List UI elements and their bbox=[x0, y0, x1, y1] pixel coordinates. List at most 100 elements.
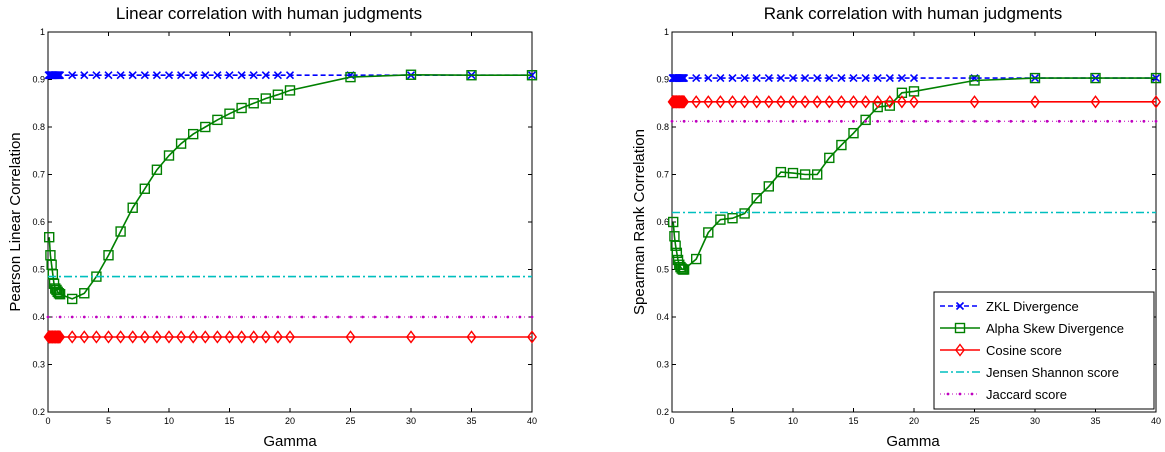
data-point bbox=[791, 119, 795, 123]
data-point bbox=[675, 261, 686, 273]
data-point bbox=[213, 71, 222, 80]
series-alpha-skew-divergence bbox=[668, 72, 1162, 275]
y-tick-label: 0.7 bbox=[656, 170, 669, 180]
data-point bbox=[1154, 119, 1158, 123]
data-point bbox=[187, 128, 199, 140]
marker-stroke bbox=[201, 71, 210, 80]
data-point bbox=[164, 71, 174, 80]
data-point bbox=[260, 93, 271, 104]
data-point bbox=[900, 119, 904, 123]
data-point bbox=[46, 315, 50, 319]
data-point bbox=[151, 330, 162, 344]
data-point bbox=[873, 74, 882, 83]
data-point bbox=[458, 315, 461, 319]
data-point bbox=[143, 315, 147, 319]
data-point bbox=[248, 330, 259, 344]
data-point bbox=[103, 250, 114, 261]
data-point bbox=[751, 95, 762, 109]
data-point bbox=[670, 119, 674, 123]
marker-stroke bbox=[873, 74, 882, 83]
data-point bbox=[1094, 119, 1097, 123]
data-point bbox=[68, 71, 77, 80]
y-tick-label: 0.4 bbox=[656, 312, 669, 322]
data-point bbox=[236, 102, 247, 114]
data-point bbox=[115, 330, 126, 344]
data-point bbox=[272, 330, 283, 344]
data-point bbox=[119, 315, 122, 319]
data-point bbox=[788, 74, 798, 83]
y-tick-label: 0.8 bbox=[656, 122, 669, 132]
data-point bbox=[107, 315, 110, 319]
y-tick-label: 0.2 bbox=[656, 407, 669, 417]
data-point bbox=[188, 330, 199, 344]
data-point bbox=[530, 315, 534, 319]
marker-stroke bbox=[140, 71, 149, 80]
data-point bbox=[52, 286, 63, 298]
data-point bbox=[228, 315, 231, 319]
data-point bbox=[179, 315, 183, 319]
data-point bbox=[151, 164, 163, 175]
data-point bbox=[788, 95, 798, 109]
marker-stroke bbox=[152, 71, 161, 80]
data-point bbox=[70, 315, 74, 319]
marker-stroke bbox=[885, 74, 894, 83]
data-point bbox=[676, 263, 687, 274]
marker-stroke bbox=[273, 71, 282, 80]
data-point bbox=[728, 74, 737, 83]
x-axis-label: Gamma bbox=[263, 433, 317, 450]
data-point bbox=[203, 315, 207, 319]
data-point bbox=[849, 74, 858, 83]
data-point bbox=[494, 315, 498, 319]
legend-item-jensen-shannon-score: Jensen Shannon score bbox=[940, 365, 1119, 380]
data-point bbox=[433, 315, 437, 319]
data-point bbox=[706, 119, 710, 123]
data-point bbox=[752, 74, 761, 83]
data-point bbox=[54, 289, 66, 300]
marker-stroke bbox=[752, 74, 761, 83]
legend-item-alpha-skew-divergence: Alpha Skew Divergence bbox=[940, 321, 1124, 336]
data-point bbox=[803, 119, 807, 123]
chart-title: Linear correlation with human judgments bbox=[116, 4, 422, 23]
data-point bbox=[128, 71, 137, 80]
data-point bbox=[104, 71, 113, 80]
data-point bbox=[167, 315, 171, 319]
data-point bbox=[848, 95, 859, 109]
y-axis-label: Spearman Rank Correlation bbox=[631, 129, 648, 315]
chart-title: Rank correlation with human judgments bbox=[764, 4, 1063, 23]
data-point bbox=[82, 315, 86, 319]
marker-stroke bbox=[237, 71, 246, 80]
data-point bbox=[1151, 95, 1161, 109]
data-point bbox=[924, 119, 928, 123]
data-point bbox=[876, 119, 880, 123]
data-point bbox=[985, 119, 988, 123]
x-tick-label: 40 bbox=[527, 416, 537, 426]
data-point bbox=[813, 74, 822, 83]
data-point bbox=[763, 95, 774, 109]
legend-label: Jaccard score bbox=[986, 387, 1067, 402]
data-point bbox=[225, 71, 234, 80]
data-point bbox=[872, 95, 883, 109]
data-point bbox=[445, 315, 449, 319]
data-point bbox=[703, 95, 714, 109]
data-point bbox=[200, 330, 211, 344]
data-point bbox=[1030, 95, 1040, 109]
data-point bbox=[139, 330, 150, 344]
data-point bbox=[860, 114, 871, 126]
data-point bbox=[526, 70, 538, 81]
data-point bbox=[775, 95, 786, 109]
x-tick-label: 5 bbox=[106, 416, 111, 426]
legend-label: Alpha Skew Divergence bbox=[986, 321, 1124, 336]
data-point bbox=[249, 71, 258, 80]
marker-stroke bbox=[740, 74, 749, 83]
data-point bbox=[764, 74, 773, 83]
data-point bbox=[300, 315, 304, 319]
data-point bbox=[799, 169, 811, 180]
x-tick-label: 0 bbox=[45, 416, 50, 426]
data-point bbox=[909, 95, 919, 109]
data-point bbox=[751, 193, 762, 204]
data-point bbox=[775, 166, 787, 178]
legend-swatch-marker bbox=[946, 392, 950, 396]
data-point bbox=[864, 119, 867, 123]
marker-stroke bbox=[213, 71, 222, 80]
data-point bbox=[527, 330, 537, 344]
